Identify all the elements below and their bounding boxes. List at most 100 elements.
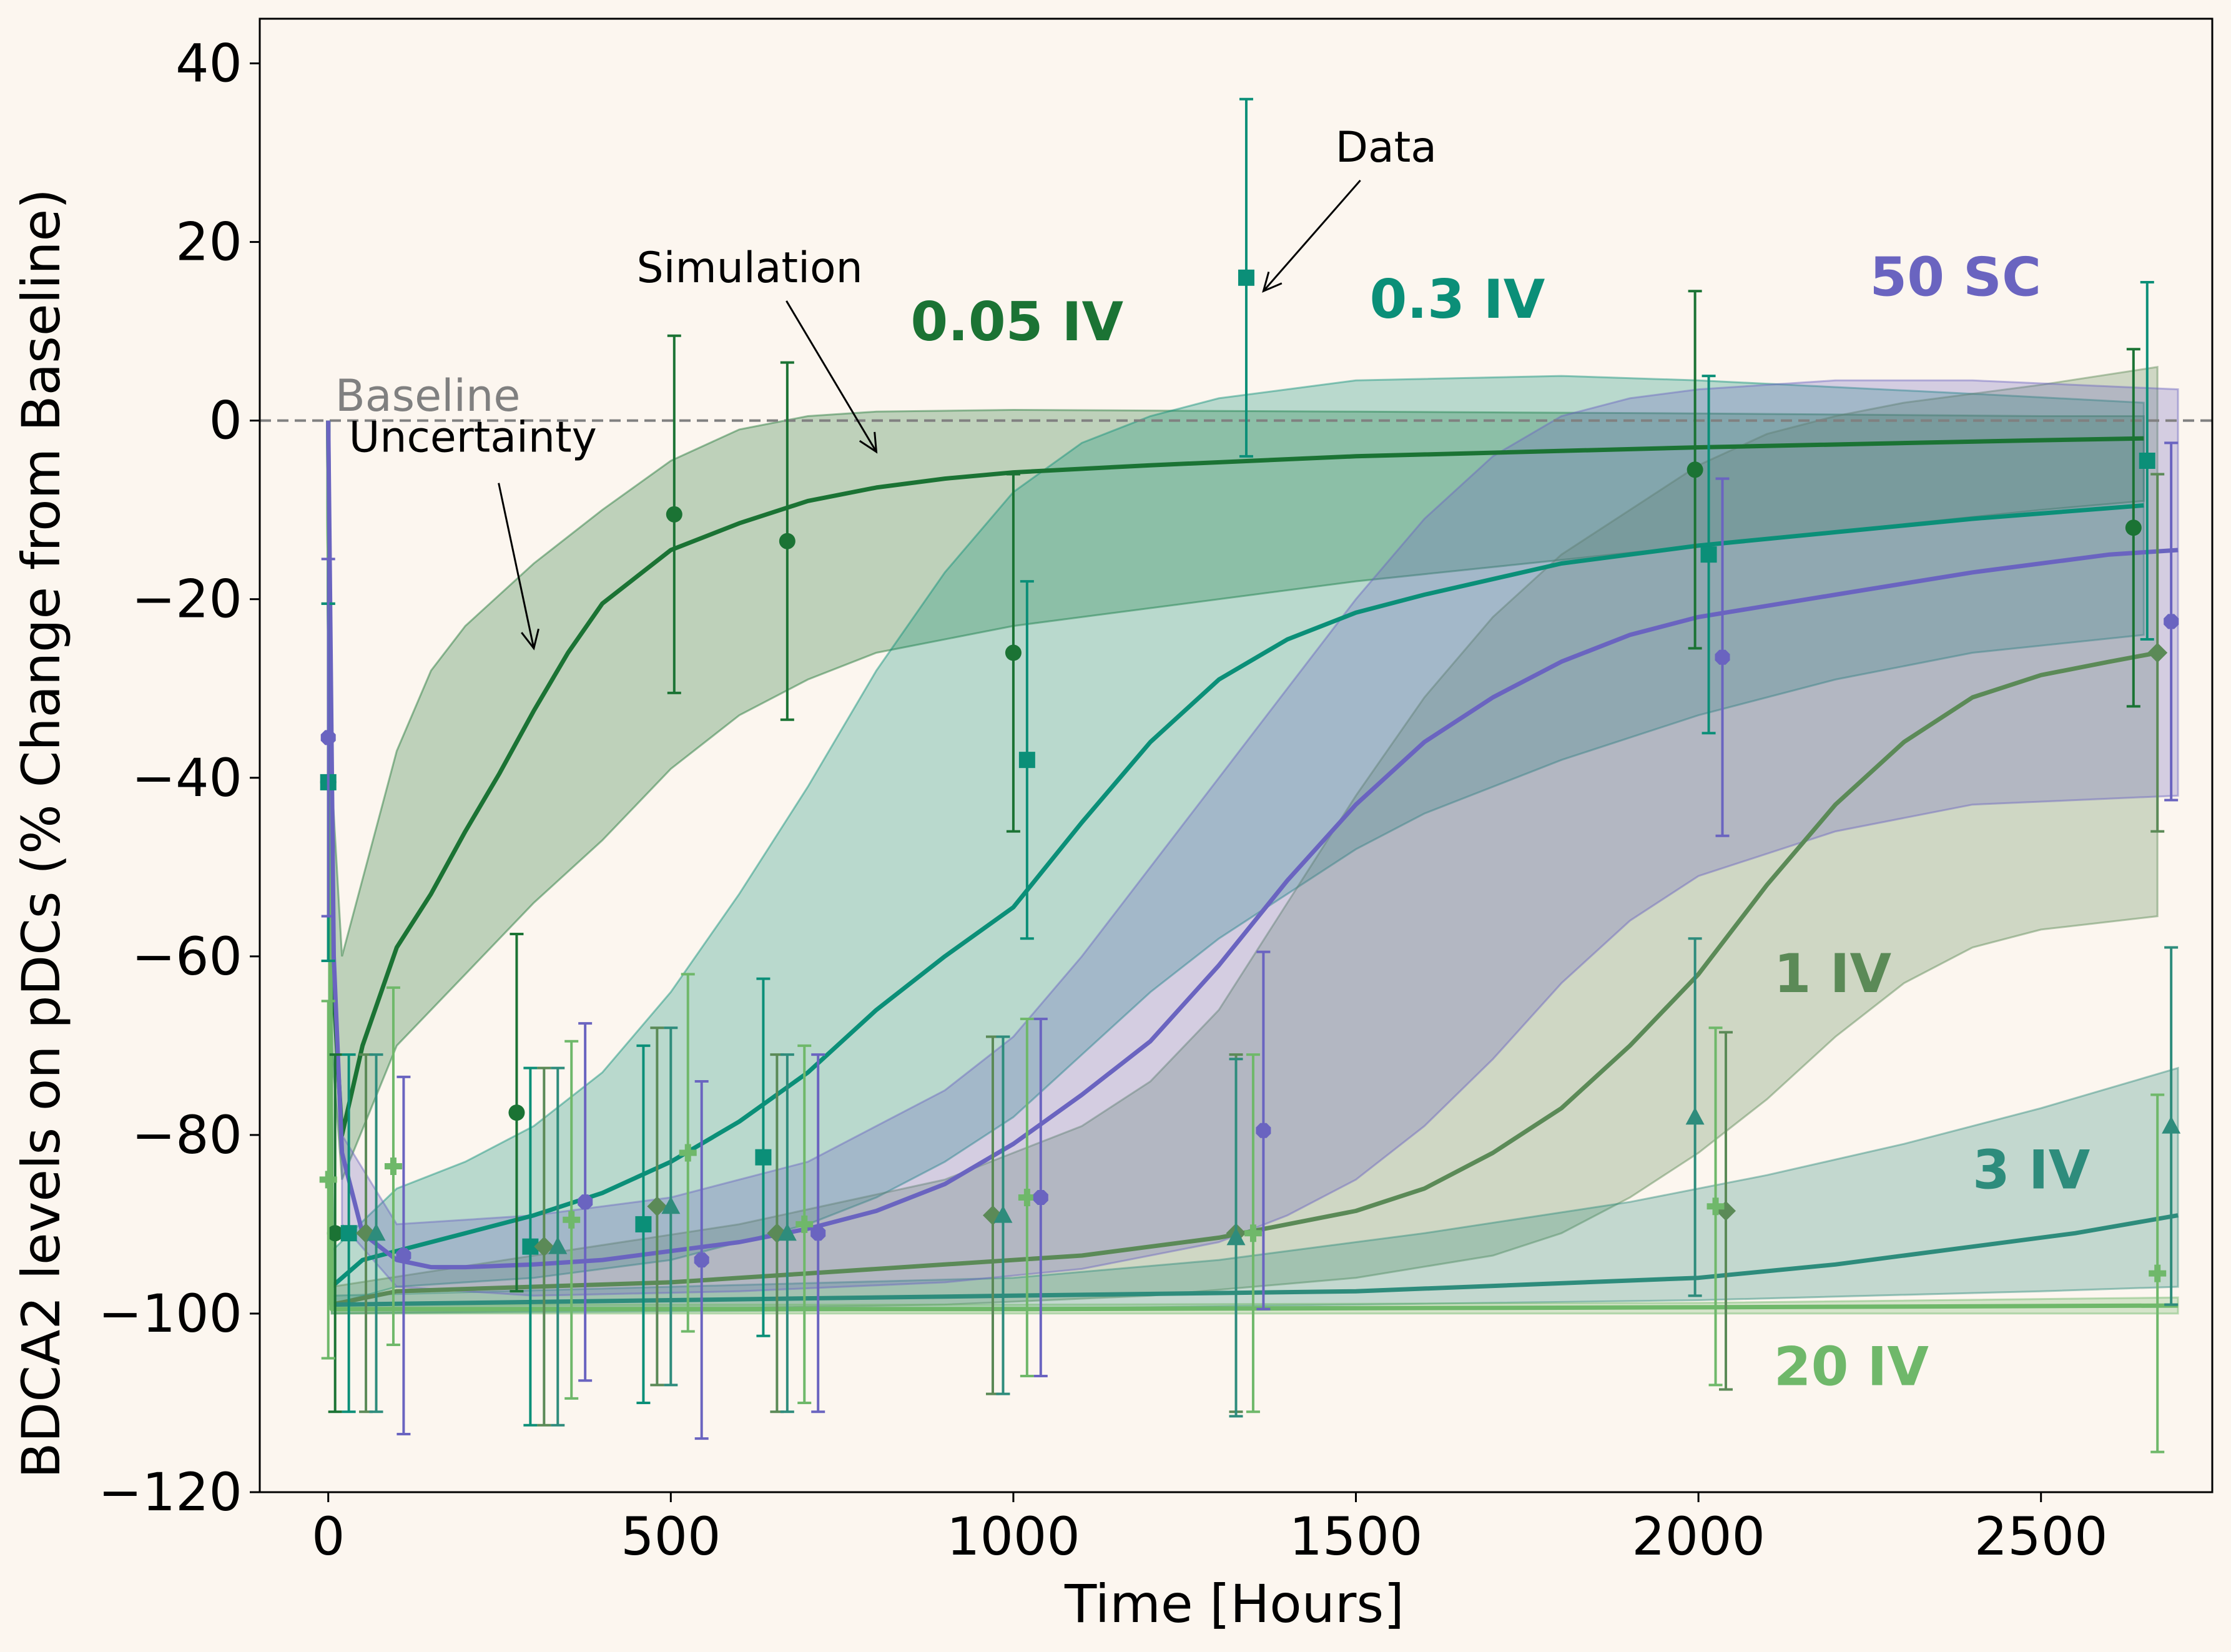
data-marker [795,1215,814,1233]
y-tick-label-2: 0 [209,390,242,451]
data-point-5-8 [2164,441,2179,802]
data-marker [694,1252,709,1268]
x-tick-label-4: 2000 [1632,1506,1765,1567]
data-point-1-5 [1018,580,1035,940]
simulation-line-1 [326,420,2144,1289]
simulation-line-4 [326,420,2179,1312]
y-tick-label-4: −40 [132,747,242,809]
series-label-1: 0.3 IV [1369,268,1545,331]
data-point-3-3 [777,1053,797,1414]
data-marker [1005,644,1022,661]
data-point-5-4 [810,1053,826,1414]
series-label-0: 0.05 IV [910,291,1123,353]
data-marker [2164,614,2179,629]
data-marker [1685,1107,1705,1125]
annotation-arrow-head [859,431,878,454]
data-point-0-6 [1687,290,1703,650]
data-marker [2139,453,2155,469]
data-point-5-5 [1033,1017,1048,1378]
data-point-1-3 [635,1044,652,1404]
y-tick-label-8: −120 [98,1462,242,1523]
y-tick-label-7: −100 [98,1283,242,1344]
data-point-1-2 [522,1066,539,1427]
annotation-arrow-head [1262,271,1283,293]
data-marker [679,1144,697,1162]
plot-frame [259,17,2214,1493]
series-label-4: 20 IV [1774,1335,1929,1398]
data-point-3-4 [993,1035,1013,1395]
y-tick-label-0: 40 [175,33,242,94]
data-point-2-7 [2147,473,2168,833]
simulation-line-3 [326,420,2179,1307]
data-marker [647,1196,667,1217]
data-point-3-2 [661,1026,681,1387]
data-marker [1238,269,1254,286]
data-point-5-0 [320,558,336,918]
data-marker [384,1157,402,1175]
data-marker [1256,1123,1271,1138]
data-point-4-8 [2149,1093,2167,1453]
data-point-3-5 [1226,1058,1246,1418]
data-marker [1687,461,1703,478]
data-point-4-3 [679,973,697,1333]
data-point-3-7 [2162,946,2181,1306]
data-marker [1244,1224,1262,1242]
annotation-0: Simulation [636,243,878,454]
data-point-0-7 [2125,348,2142,708]
simulation-lines [326,420,2179,1312]
axes: 0 500 1000 1500 2000 2500 40 20 0 −20 −40 −60 −80 −10… [98,17,2214,1567]
data-point-1-8 [2139,280,2155,641]
data-marker [1706,1197,1725,1216]
annotation-text: Simulation [636,243,862,293]
data-marker [635,1216,652,1232]
data-point-0-3 [666,334,682,694]
annotation-2: Uncertainty [349,413,597,651]
uncertainty-band-2 [330,366,2159,1315]
data-point-4-2 [563,1040,581,1400]
data-point-2-2 [647,1026,667,1387]
simulation-line-5 [326,420,2179,1270]
data-point-1-4 [755,977,772,1337]
data-point-1-6 [1238,97,1254,458]
data-marker [1018,1189,1036,1206]
data-point-5-1 [396,1075,411,1436]
baseline-group: Baseline [260,370,2212,422]
data-point-5-2 [578,1022,593,1382]
data-marker [367,1223,386,1241]
data-marker [1018,752,1035,769]
simulation-line-0 [326,420,2144,1138]
x-tick-label-2: 1000 [947,1506,1080,1567]
data-marker [548,1236,568,1254]
annotations: Simulation Data Uncertainty [349,123,1437,651]
y-axis-label: BDCA2 levels on pDCs (% Change from Base… [11,189,72,1478]
data-point-3-1 [548,1066,568,1427]
data-marker [1700,546,1717,563]
data-marker [508,1104,525,1121]
annotation-arrow-line [498,483,535,649]
data-marker [578,1194,593,1210]
data-marker [320,730,336,745]
data-point-4-4 [795,1044,814,1404]
data-marker [319,1171,337,1189]
x-tick-label-1: 500 [621,1506,721,1567]
data-point-0-1 [327,1053,343,1414]
data-point-3-6 [1685,937,1705,1297]
data-point-0-5 [1005,473,1022,833]
data-marker [2147,642,2168,663]
series-label-5: 50 SC [1869,246,2041,308]
data-marker [777,1223,797,1241]
data-marker [755,1149,772,1166]
annotation-1: Data [1262,123,1437,293]
data-marker [1226,1227,1246,1246]
data-point-5-7 [1715,477,1730,837]
data-marker [396,1248,411,1263]
annotation-arrow-head [521,628,539,651]
data-point-4-5 [1018,1017,1036,1378]
data-marker [340,1225,357,1242]
data-marker [2149,1264,2167,1282]
data-point-5-6 [1256,950,1271,1310]
data-marker [2125,519,2142,536]
annotation-text: Data [1336,123,1437,172]
data-marker [993,1205,1013,1223]
